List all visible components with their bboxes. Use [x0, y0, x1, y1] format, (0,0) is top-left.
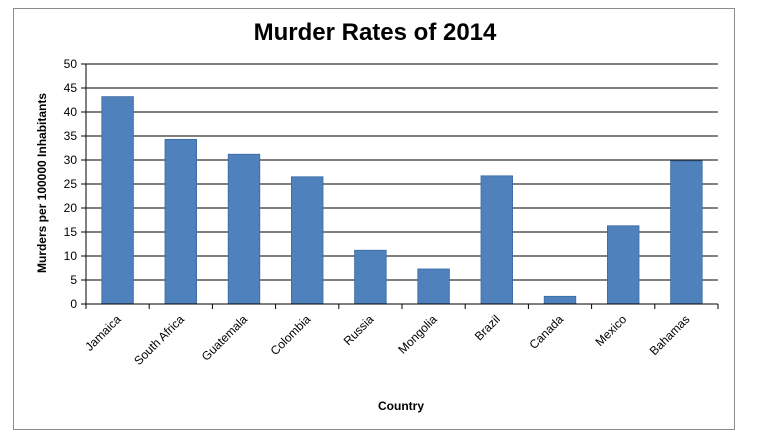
- bars: [101, 96, 703, 305]
- axes: [81, 63, 719, 309]
- y-tick-labels: 0 5 10 15 20 25 30 35 40 45 50: [64, 57, 78, 311]
- x-tick-label: Mongolia: [395, 312, 440, 357]
- y-tick-label: 40: [64, 105, 78, 119]
- x-tick-label: Guatemala: [199, 312, 251, 364]
- y-tick-label: 50: [64, 57, 78, 71]
- bar-south-africa: [164, 138, 198, 305]
- bar-mongolia: [417, 268, 450, 305]
- bar-russia: [354, 249, 387, 305]
- chart-title: Murder Rates of 2014: [254, 19, 497, 46]
- y-tick-label: 35: [64, 129, 78, 143]
- y-tick-label: 15: [64, 225, 78, 239]
- y-tick-label: 45: [64, 81, 78, 95]
- x-tick-label: Bahamas: [647, 312, 693, 358]
- x-tick-label: South Africa: [131, 312, 187, 368]
- y-tick-label: 10: [64, 249, 78, 263]
- x-tick-label: Brazil: [472, 312, 503, 343]
- bar-jamaica: [101, 96, 134, 305]
- y-tick-label: 0: [70, 297, 77, 311]
- x-tick-label: Canada: [526, 312, 566, 352]
- y-tick-label: 30: [64, 153, 78, 167]
- bar-colombia: [290, 176, 324, 305]
- x-tick-label: Jamaica: [82, 312, 124, 354]
- bar-canada: [543, 295, 577, 305]
- y-tick-label: 25: [64, 177, 78, 191]
- x-tick-labels: Jamaica South Africa Guatemala Colombia Russ…: [82, 312, 692, 368]
- x-axis-label: Country: [378, 399, 424, 413]
- x-tick-label: Colombia: [268, 312, 314, 358]
- y-tick-label: 20: [64, 201, 78, 215]
- x-tick-label: Russia: [341, 312, 377, 348]
- y-axis-label: Murders per 100000 Inhabitants: [35, 93, 49, 273]
- y-tick-label: 5: [70, 273, 77, 287]
- bar-guatemala: [227, 153, 261, 305]
- bar-mexico: [607, 225, 640, 305]
- bar-bahamas: [670, 160, 703, 305]
- bar-brazil: [480, 175, 514, 305]
- x-tick-label: Mexico: [593, 312, 630, 349]
